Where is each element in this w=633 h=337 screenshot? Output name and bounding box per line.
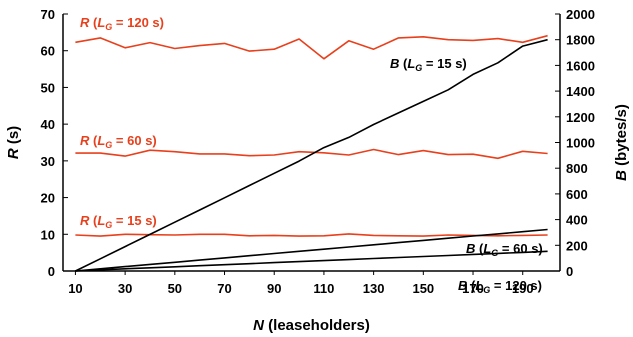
y-axis-right-title: B (bytes/s): [613, 104, 630, 181]
y-right-tick-label: 200: [566, 238, 588, 253]
x-tick-label: 30: [118, 281, 132, 296]
x-tick-label: 10: [68, 281, 82, 296]
x-tick-label: 130: [363, 281, 385, 296]
series-line-3: [75, 38, 548, 272]
y-axis-left-title: R (s): [5, 126, 22, 159]
x-tick-label: 50: [168, 281, 182, 296]
series-label-1: R (LG = 60 s): [80, 133, 157, 150]
series-line-2: [75, 233, 548, 237]
x-tick-label: 150: [412, 281, 434, 296]
series-line-0: [75, 34, 548, 60]
series-label-4: B (LG = 60 s): [466, 241, 543, 258]
y-right-tick-label: 2000: [566, 7, 595, 22]
x-tick-label: 190: [512, 281, 534, 296]
y-right-tick-label: 1400: [566, 84, 595, 99]
y-right-tick-label: 600: [566, 187, 588, 202]
axes: 0 10 20 30 40 50 60 70 0 200 400 600 800 1000 1200 1400…: [41, 7, 595, 296]
y-right-tick-label: 0: [566, 264, 573, 279]
y-right-tick-label: 800: [566, 161, 588, 176]
x-tick-label: 110: [313, 281, 334, 296]
x-tick-label: 70: [217, 281, 231, 296]
y-left-tick-label: 40: [41, 117, 55, 132]
x-tick-label: 90: [267, 281, 281, 296]
y-left-tick-label: 50: [41, 80, 55, 95]
series-line-4: [75, 228, 548, 272]
y-left-tick-label: 30: [41, 154, 55, 169]
y-right-tick-label: 1800: [566, 33, 595, 48]
series-line-1: [75, 148, 548, 160]
y-left-tick-label: 20: [41, 191, 55, 206]
x-axis-title: N (leaseholders): [253, 317, 370, 334]
y-right-tick-label: 1200: [566, 110, 595, 125]
y-right-tick-label: 1000: [566, 136, 595, 151]
y-left-tick-label: 70: [41, 7, 55, 22]
y-right-tick-label: 1600: [566, 58, 595, 73]
y-left-tick-label: 10: [41, 227, 55, 242]
series-label-0: R (LG = 120 s): [80, 15, 164, 32]
y-left-tick-label: 0: [48, 264, 55, 279]
series-label-2: R (LG = 15 s): [80, 213, 157, 230]
series-labels: R (LG = 120 s) R (LG = 60 s) R (LG = 15 s)…: [80, 15, 543, 295]
series-line-5: [75, 250, 548, 272]
series-label-5: B (LG = 120 s): [458, 278, 542, 295]
y-left-tick-label: 60: [41, 44, 55, 59]
y-right-tick-label: 400: [566, 213, 588, 228]
series-label-3: B (LG = 15 s): [390, 56, 467, 73]
x-tick-label: 170: [462, 281, 484, 296]
series-lines: [75, 34, 548, 272]
